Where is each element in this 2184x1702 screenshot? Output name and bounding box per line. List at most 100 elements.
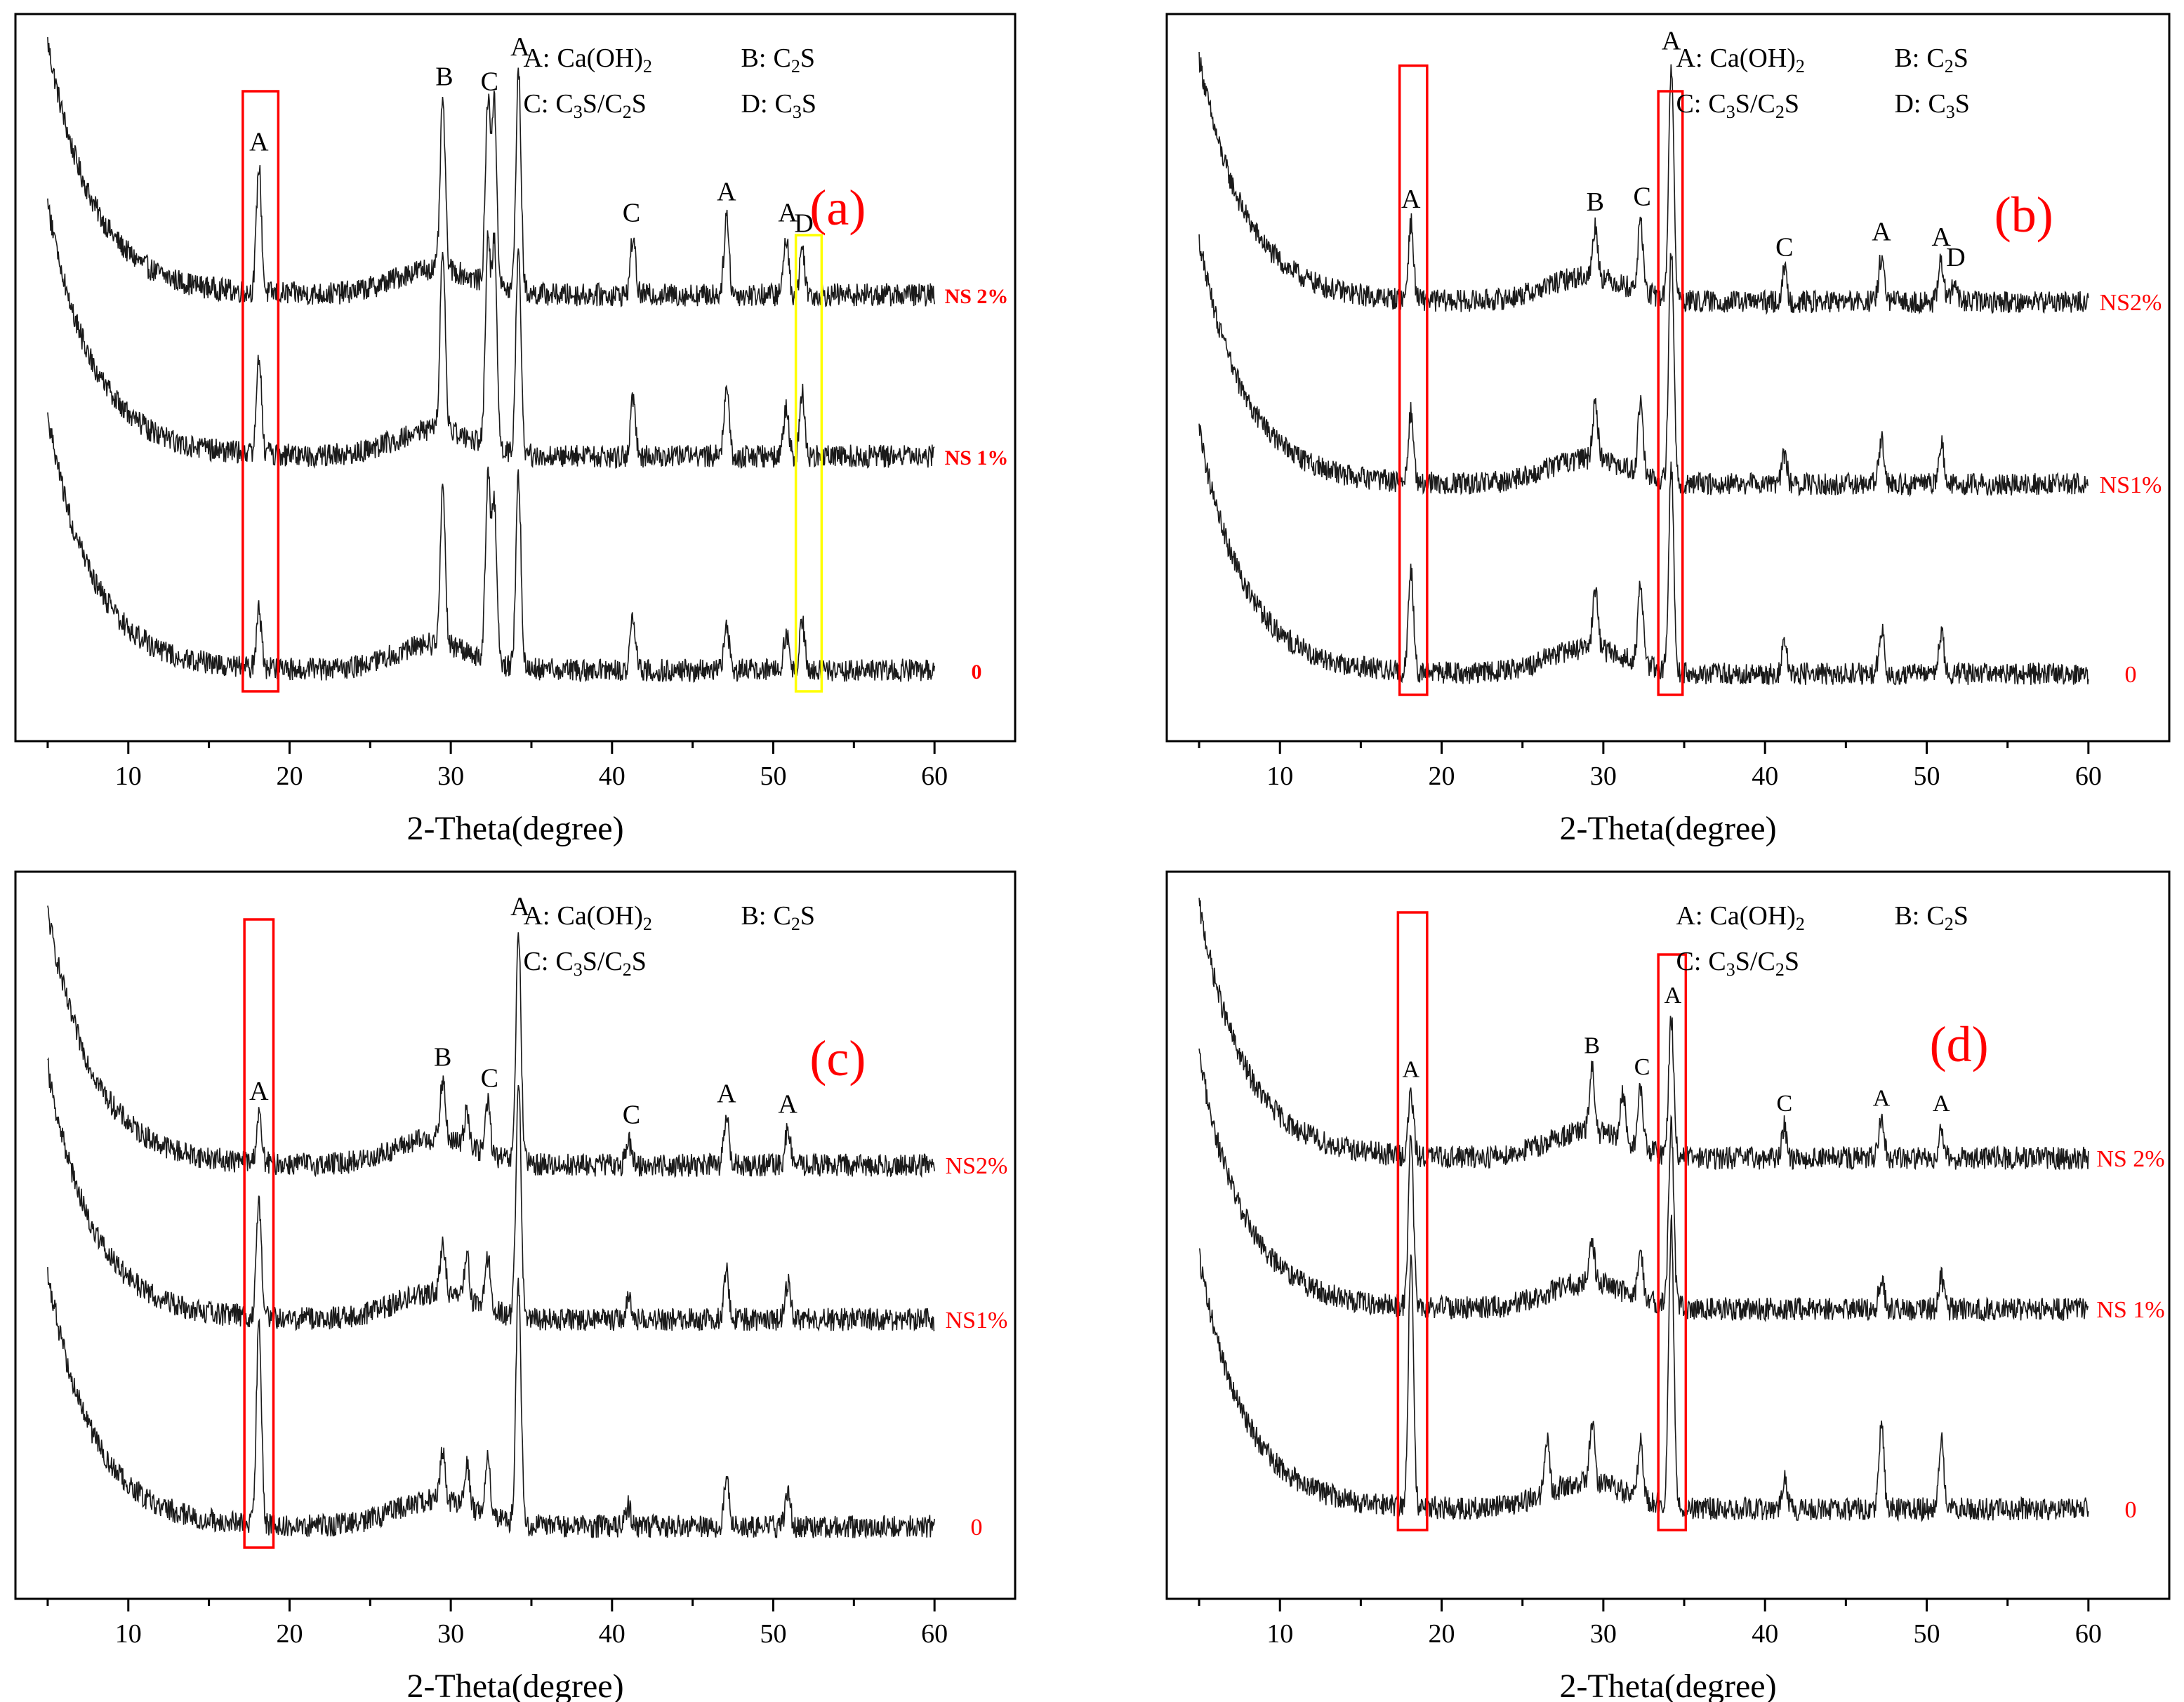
peak-label: C	[481, 1063, 498, 1093]
x-tick-label: 60	[921, 762, 948, 791]
x-tick-label: 10	[1266, 762, 1293, 791]
legend-name: Ca(OH)	[557, 44, 642, 73]
plot-frame	[1165, 13, 2171, 743]
peak-label: A	[1662, 27, 1681, 56]
x-tick-label: 30	[1590, 1619, 1617, 1649]
x-tick-label: 30	[437, 1619, 464, 1649]
legend-entry: C: C3S/C2S	[1676, 89, 1799, 122]
legend-sub: 3	[793, 102, 802, 122]
legend-entry: B: C2S	[1894, 44, 1968, 77]
highlight-box	[1398, 64, 1429, 696]
peak-label: D	[794, 208, 813, 238]
legend-entry: C: C3S/C2S	[523, 947, 646, 980]
legend-rest: S	[1954, 44, 1968, 73]
x-axis-label: 2-Theta(degree)	[1559, 1668, 1776, 1702]
legend-name: C	[1708, 947, 1726, 976]
x-tick-label: 10	[115, 762, 142, 791]
x-tick-label: 30	[1590, 762, 1617, 791]
x-tick-label: 20	[276, 762, 303, 791]
sample-label: NS2%	[2100, 290, 2162, 316]
legend-rest: S/C	[583, 89, 623, 119]
peak-label: A	[778, 1090, 798, 1119]
legend-entry: B: C2S	[1894, 901, 1968, 934]
xrd-trace-0	[47, 36, 935, 308]
legend-name: C	[773, 44, 790, 73]
xrd-trace-2	[1198, 1214, 2089, 1522]
legend-key: A:	[1676, 44, 1703, 73]
highlight-box	[243, 918, 275, 1549]
peak-label: A	[1872, 218, 1891, 247]
peak-label: A	[1873, 1085, 1891, 1111]
legend-entry: D: C3S	[1894, 89, 1970, 122]
panel-d: 10 20 30 40 50 60 2-Theta(degree) NS 2% NS 1% 0 A B…	[1165, 870, 2171, 1702]
xrd-trace-0	[1198, 51, 2089, 316]
peak-label: A	[1933, 1091, 1950, 1117]
panel-letter: (c)	[809, 1030, 866, 1086]
xrd-trace-1	[1198, 1048, 2089, 1323]
legend-key: A:	[1676, 901, 1703, 931]
legend-name: C	[1928, 89, 1945, 119]
x-tick-label: 20	[1429, 762, 1455, 791]
panel-letter: (d)	[1930, 1016, 1989, 1072]
legend-sub2: 2	[623, 102, 632, 122]
legend-name: C	[1926, 44, 1944, 73]
x-tick-label: 40	[1752, 762, 1778, 791]
xrd-trace-0	[47, 905, 935, 1178]
x-tick-label: 40	[599, 1619, 626, 1649]
legend-key: C:	[523, 89, 548, 119]
peak-label: C	[481, 67, 498, 96]
plot-frame	[1165, 870, 2171, 1600]
legend-sub: 3	[1726, 959, 1735, 980]
legend-entry: D: C3S	[741, 89, 817, 122]
xrd-trace-0	[1198, 898, 2089, 1171]
peak-label: A	[510, 892, 530, 922]
legend-name: C	[1926, 901, 1944, 931]
peak-label: A	[778, 198, 798, 227]
highlight-box	[1657, 90, 1684, 696]
x-tick-label: 40	[1752, 1619, 1778, 1649]
x-tick-label: 60	[921, 1619, 948, 1649]
panel-letter: (b)	[1994, 187, 2053, 243]
sample-label: NS2%	[946, 1153, 1008, 1179]
legend-name: C	[555, 947, 573, 976]
x-axis-label: 2-Theta(degree)	[406, 810, 623, 847]
sample-label: NS 2%	[2096, 1146, 2164, 1172]
x-tick-label: 50	[760, 1619, 786, 1649]
legend-key: A:	[523, 901, 550, 931]
panel-a: 10 20 30 40 50 60 2-Theta(degree) NS 2% NS 1% 0 A B…	[14, 13, 1017, 847]
peak-label: B	[1584, 1033, 1600, 1059]
legend-entry: B: C2S	[741, 44, 815, 77]
legend-name: Ca(OH)	[1710, 901, 1796, 931]
x-axis-label: 2-Theta(degree)	[1559, 810, 1776, 847]
sample-label: NS1%	[2100, 472, 2162, 498]
x-tick-label: 60	[2075, 1619, 2102, 1649]
xrd-trace-2	[47, 412, 935, 683]
x-tick-label: 50	[760, 762, 786, 791]
sample-label: 0	[971, 1515, 983, 1541]
peak-label: D	[1946, 243, 1965, 272]
xrd-trace-1	[47, 198, 935, 470]
panel-b: 10 20 30 40 50 602-Theta(degree)NS2%NS1%0A B CA…	[1165, 13, 2171, 847]
legend-sub: 3	[1946, 102, 1955, 122]
highlight-box	[794, 234, 823, 693]
peak-label: A	[510, 32, 530, 62]
legend-name: Ca(OH)	[1710, 44, 1796, 73]
legend-key: D:	[741, 89, 768, 119]
peak-label: A	[1665, 983, 1682, 1009]
panel-letter: (a)	[809, 180, 866, 236]
legend-key: C:	[1676, 89, 1702, 119]
peak-label: A	[717, 1079, 736, 1108]
highlight-box	[241, 90, 280, 693]
panel-c: 10 20 30 40 50 602-Theta(degree)NS2%NS1%0ABCA…	[14, 870, 1017, 1702]
sample-label: 0	[2125, 662, 2137, 688]
sample-label: NS1%	[946, 1308, 1008, 1334]
legend-rest2: S	[1785, 89, 1799, 119]
legend-sub: 3	[574, 102, 583, 122]
x-tick-label: 30	[437, 762, 464, 791]
legend-rest: S	[800, 901, 815, 931]
peak-label: A	[249, 128, 269, 157]
sample-label: 0	[972, 660, 982, 684]
legend-rest: S/C	[1735, 947, 1775, 976]
